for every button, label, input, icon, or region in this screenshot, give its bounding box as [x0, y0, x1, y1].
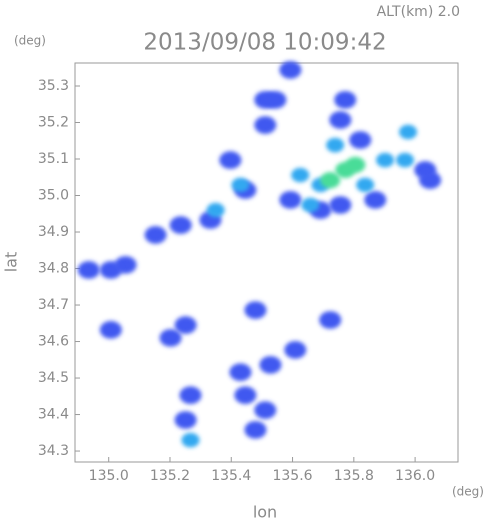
chart-title: 2013/09/08 10:09:42	[143, 30, 386, 56]
echo-cell	[77, 261, 100, 279]
x-unit: (deg)	[452, 485, 484, 499]
y-unit: (deg)	[14, 34, 46, 48]
echo-cell	[284, 341, 307, 359]
y-tick-label: 35.1	[38, 151, 69, 167]
y-tick-label: 34.9	[38, 224, 69, 240]
y-tick-label: 34.4	[38, 407, 69, 423]
echo-cell	[349, 131, 372, 149]
echo-cell	[231, 177, 250, 193]
y-tick-label: 34.3	[38, 443, 69, 459]
echo-cell	[279, 191, 302, 209]
echo-cell	[174, 316, 197, 334]
echo-cell	[301, 197, 320, 213]
echo-cell	[206, 202, 225, 218]
y-tick-label: 35.0	[38, 188, 69, 204]
echo-cell	[329, 111, 352, 129]
echo-cell	[320, 172, 341, 189]
echo-cell	[326, 137, 345, 153]
echo-cell	[419, 171, 442, 189]
echo-cell	[334, 91, 357, 109]
echo-cell	[144, 226, 167, 244]
echo-cell	[219, 151, 242, 169]
echo-cell	[356, 177, 375, 193]
y-tick-label: 35.3	[38, 78, 69, 94]
x-tick-label: 135.6	[272, 468, 312, 484]
echo-cell	[364, 191, 387, 209]
x-axis-label: lon	[253, 503, 277, 521]
echo-cell	[254, 116, 277, 134]
echo-cell	[399, 124, 418, 140]
echo-cell	[244, 421, 267, 439]
x-tick-label: 135.0	[89, 468, 129, 484]
chart-subtitle: ALT(km) 2.0	[377, 4, 460, 20]
echo-cell	[329, 196, 352, 214]
echo-cell	[234, 386, 257, 404]
x-tick-label: 135.8	[334, 468, 374, 484]
x-tick-label: 135.2	[150, 468, 190, 484]
echo-cell	[291, 167, 310, 183]
echo-cell	[376, 152, 395, 168]
echo-cell	[254, 401, 277, 419]
y-tick-label: 34.6	[38, 334, 69, 350]
plot-frame	[74, 62, 459, 463]
x-tick-label: 136.0	[395, 468, 435, 484]
echo-cell	[395, 152, 414, 168]
echo-cell	[319, 311, 342, 329]
echo-cell	[174, 411, 197, 429]
echo-cell	[264, 91, 287, 109]
echo-cell	[181, 432, 200, 448]
y-axis-label: lat	[2, 252, 21, 273]
echo-cell	[169, 216, 192, 234]
echo-cell	[229, 363, 252, 381]
y-tick-label: 34.8	[38, 261, 69, 277]
y-tick-label: 34.5	[38, 370, 69, 386]
echo-cell	[345, 156, 366, 173]
echo-cell	[244, 301, 267, 319]
echo-cell	[159, 329, 182, 347]
echo-cell	[99, 321, 122, 339]
echo-cell	[99, 261, 122, 279]
echo-cell	[259, 356, 282, 374]
x-tick-label: 135.4	[211, 468, 251, 484]
echo-cell	[279, 61, 302, 79]
y-tick-label: 34.7	[38, 297, 69, 313]
y-tick-label: 35.2	[38, 115, 69, 131]
echo-cell	[179, 386, 202, 404]
